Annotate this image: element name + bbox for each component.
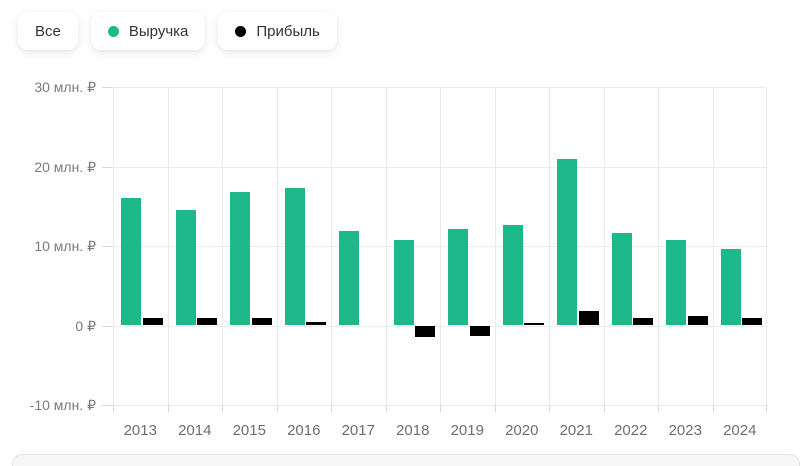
x-axis-label: 2023	[668, 422, 702, 439]
bottom-panel-edge	[12, 454, 800, 466]
plot-area	[102, 87, 767, 412]
v-gridline	[713, 87, 714, 405]
y-axis-label: 10 млн. ₽	[34, 238, 96, 254]
x-axis-label: 2024	[723, 422, 757, 439]
profit-dot-icon	[235, 25, 247, 37]
profit-bar-2021[interactable]	[578, 311, 599, 326]
revenue-dot-icon	[107, 25, 119, 37]
y-tick	[102, 167, 113, 168]
revenue-bar-2017[interactable]	[339, 230, 359, 326]
y-axis-label: 30 млн. ₽	[34, 79, 96, 95]
y-tick	[102, 405, 113, 406]
legend-profit-label: Прибыль	[256, 22, 320, 40]
x-tick	[713, 405, 714, 412]
revenue-bar-2014[interactable]	[175, 210, 196, 326]
revenue-bar-2022[interactable]	[611, 233, 632, 326]
x-tick	[766, 405, 767, 412]
x-axis-label: 2013	[123, 422, 157, 439]
v-gridline	[766, 87, 767, 405]
profit-bar-2014[interactable]	[197, 317, 217, 326]
y-tick	[102, 87, 113, 88]
revenue-bar-2018[interactable]	[393, 240, 414, 326]
x-axis-label: 2021	[559, 422, 593, 439]
revenue-bar-2016[interactable]	[284, 187, 305, 326]
x-tick	[331, 405, 332, 412]
y-axis-label: -10 млн. ₽	[29, 397, 96, 413]
profit-bar-2019[interactable]	[469, 325, 490, 336]
v-gridline	[113, 87, 114, 405]
y-axis: 30 млн. ₽ 20 млн. ₽ 10 млн. ₽ 0 ₽ -10 млн. ₽	[0, 79, 96, 413]
revenue-bar-2015[interactable]	[230, 191, 250, 326]
revenue-bar-2023[interactable]	[666, 240, 686, 326]
x-axis-label: 2016	[287, 422, 321, 439]
profit-bar-2023[interactable]	[687, 315, 708, 326]
x-axis: 2013 2014 2015 2016 2017 2018 2019 2020 2021 2022…	[113, 420, 767, 442]
x-axis-label: 2017	[341, 422, 375, 439]
v-gridline	[604, 87, 605, 405]
y-axis-label: 0 ₽	[75, 318, 96, 334]
filter-all-button[interactable]: Все	[18, 12, 78, 50]
x-tick	[658, 405, 659, 412]
revenue-bar-2021[interactable]	[557, 158, 577, 326]
x-axis-label: 2015	[232, 422, 266, 439]
x-tick	[440, 405, 441, 412]
x-tick	[113, 405, 114, 412]
profit-bar-2015[interactable]	[251, 317, 272, 326]
y-tick	[102, 246, 113, 247]
x-tick	[222, 405, 223, 412]
v-gridline	[386, 87, 387, 405]
y-tick	[102, 326, 113, 327]
x-axis-label: 2022	[614, 422, 648, 439]
v-gridline	[549, 87, 550, 405]
v-gridline	[277, 87, 278, 405]
v-gridline	[440, 87, 441, 405]
v-gridline	[331, 87, 332, 405]
revenue-bar-2013[interactable]	[121, 198, 141, 326]
profit-bar-2013[interactable]	[142, 318, 163, 326]
legend-revenue-button[interactable]: Выручка	[90, 12, 206, 50]
filter-all-label: Все	[35, 22, 61, 40]
x-axis-label: 2020	[505, 422, 539, 439]
revenue-bar-2019[interactable]	[448, 229, 468, 326]
x-tick	[277, 405, 278, 412]
y-axis-label: 20 млн. ₽	[34, 159, 96, 175]
x-tick	[549, 405, 550, 412]
profit-bar-2020[interactable]	[524, 323, 544, 326]
profit-bar-2016[interactable]	[306, 321, 326, 326]
x-tick	[604, 405, 605, 412]
revenue-bar-2024[interactable]	[720, 249, 741, 326]
x-tick	[495, 405, 496, 412]
x-tick	[386, 405, 387, 412]
x-axis-label: 2019	[450, 422, 484, 439]
v-gridline	[495, 87, 496, 405]
v-gridline	[168, 87, 169, 405]
v-gridline	[222, 87, 223, 405]
profit-bar-2022[interactable]	[633, 317, 653, 326]
x-axis-label: 2014	[178, 422, 212, 439]
x-tick	[168, 405, 169, 412]
profit-bar-2018[interactable]	[415, 325, 435, 338]
legend-profit-button[interactable]: Прибыль	[218, 12, 337, 50]
revenue-bar-2020[interactable]	[502, 225, 523, 326]
v-gridline	[658, 87, 659, 405]
x-axis-label: 2018	[396, 422, 430, 439]
legend-revenue-label: Выручка	[128, 22, 189, 40]
profit-bar-2024[interactable]	[742, 318, 762, 326]
filter-bar: Все Выручка Прибыль	[18, 12, 337, 50]
